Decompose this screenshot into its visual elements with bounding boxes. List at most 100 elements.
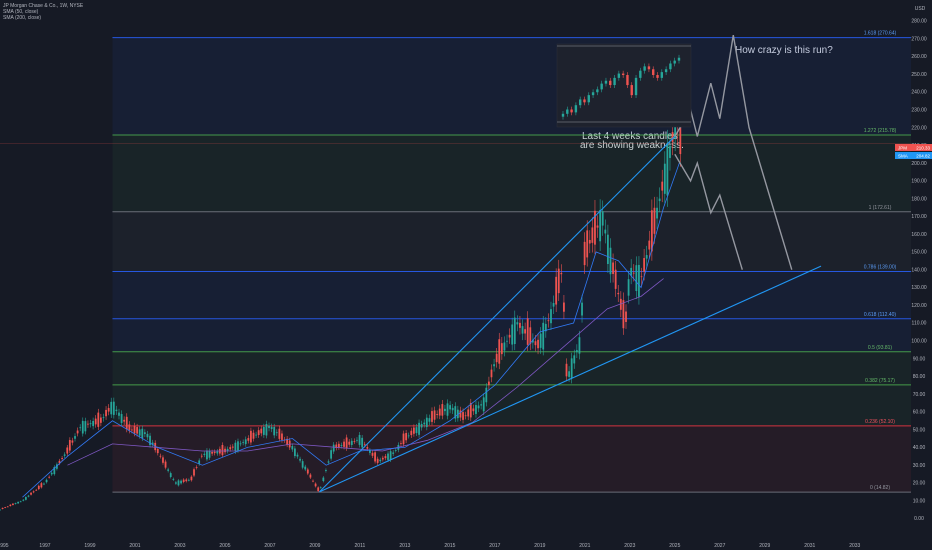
inset-candle (604, 80, 608, 84)
sma-tag-value: 204.82 (916, 154, 930, 159)
y-tick-label: 10.00 (913, 498, 926, 504)
sma-tag-label: SMA (898, 154, 908, 159)
candle-body (451, 407, 454, 411)
candle-body (511, 324, 514, 345)
inset-frame (556, 43, 692, 128)
candle-body (488, 381, 490, 386)
fib-label: 1.272 (215.78) (864, 128, 897, 134)
candle-body (480, 404, 483, 406)
candle-body (136, 427, 138, 434)
candle-body (63, 454, 66, 456)
candle-body (224, 448, 226, 453)
candle-body (648, 240, 651, 250)
candle-body (531, 339, 534, 343)
candle-body (542, 322, 545, 350)
inset-candle (561, 113, 565, 117)
candle-body (19, 501, 22, 503)
inset-candle (570, 109, 573, 113)
sma-slow-legend: SMA (200, close) (3, 15, 42, 21)
y-tick-label: 140.00 (911, 267, 927, 273)
candle-body (482, 397, 485, 412)
candle-body (247, 438, 250, 441)
y-tick-label: 130.00 (911, 285, 927, 291)
candle-body (550, 309, 552, 324)
candle-body (45, 479, 48, 483)
candle-body (131, 429, 133, 431)
y-tick-label: 110.00 (912, 321, 927, 327)
time-axis: 1995 1997 1999 2001 2003 2005 2007 2009 2011 2013… (0, 543, 861, 549)
candle-body (565, 363, 568, 377)
candle-body (557, 268, 560, 294)
candle-body (374, 452, 376, 462)
candle-body (369, 450, 371, 453)
candle-body (151, 442, 154, 445)
x-tick-label: 1995 (0, 543, 9, 549)
candle-body (671, 132, 674, 142)
candle-body (53, 467, 56, 475)
candle-body (619, 298, 622, 310)
candle-body (92, 420, 95, 427)
candle-body (81, 420, 84, 434)
y-tick-label: 200.00 (911, 161, 927, 167)
currency-label: USD (915, 6, 926, 12)
candle-body (431, 411, 433, 422)
candle-body (255, 434, 257, 436)
candle-body (190, 476, 193, 481)
candle-body (350, 440, 353, 445)
candles (0, 88, 682, 511)
candle-body (428, 418, 431, 422)
candle-body (43, 483, 45, 485)
candle-body (299, 458, 301, 461)
candle-body (638, 264, 640, 297)
candle-body (469, 402, 472, 418)
candle-body (358, 434, 361, 445)
candle-body (645, 255, 648, 259)
candle-body (601, 211, 604, 226)
inset-candle (587, 95, 590, 103)
candle-body (394, 450, 397, 451)
candle-body (244, 439, 247, 445)
x-tick-label: 2029 (759, 543, 770, 549)
candle-body (58, 460, 61, 464)
candle-body (56, 464, 58, 469)
trendline (319, 265, 822, 493)
candle-body (444, 408, 446, 412)
candle-body (319, 487, 322, 489)
candle-body (493, 364, 495, 367)
inset-candle (574, 105, 578, 113)
candle-body (653, 207, 656, 234)
y-tick-label: 150.00 (911, 250, 927, 256)
candle-body (459, 410, 462, 418)
candle-body (330, 450, 333, 459)
candle-body (268, 425, 270, 429)
candle-body (66, 447, 69, 454)
projection-path (674, 35, 793, 270)
candle-body (575, 350, 578, 353)
candle-body (519, 322, 521, 328)
candle-body (568, 371, 570, 377)
candle-body (661, 181, 664, 191)
candle-body (12, 503, 14, 506)
candle-body (643, 258, 646, 272)
candle-body (337, 443, 340, 448)
candle-body (606, 234, 609, 264)
candle-body (71, 440, 74, 443)
candle-body (506, 340, 508, 342)
inset-candle (656, 75, 659, 78)
candle-body (663, 163, 666, 194)
candle-body (508, 334, 511, 338)
candle-body (366, 447, 369, 449)
candle-body (456, 409, 459, 419)
candle-body (658, 198, 661, 202)
candle-body (79, 427, 82, 429)
candle-body (156, 449, 159, 454)
x-tick-label: 1999 (84, 543, 95, 549)
candle-body (656, 207, 658, 219)
inset-panel (556, 43, 692, 128)
candle-body (356, 439, 358, 441)
candle-body (412, 427, 415, 434)
candle-body (363, 444, 366, 446)
fib-label: 0.786 (139.00) (864, 264, 897, 270)
candle-body (30, 492, 32, 495)
